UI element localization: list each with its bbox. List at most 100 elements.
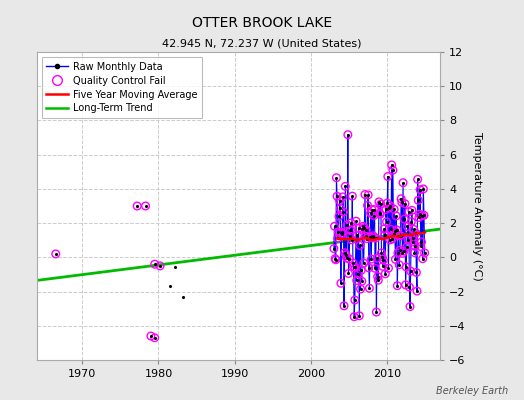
Point bbox=[349, 260, 357, 266]
Point bbox=[381, 270, 389, 277]
Point bbox=[390, 228, 399, 234]
Point bbox=[407, 268, 415, 274]
Point bbox=[413, 176, 422, 182]
Point bbox=[377, 201, 385, 207]
Point bbox=[407, 268, 415, 274]
Point bbox=[413, 288, 421, 294]
Point bbox=[350, 264, 358, 270]
Point bbox=[338, 230, 346, 237]
Point bbox=[397, 196, 406, 202]
Point bbox=[150, 334, 159, 341]
Point bbox=[397, 196, 406, 202]
Point bbox=[344, 132, 352, 138]
Point bbox=[387, 226, 395, 232]
Point bbox=[336, 205, 344, 212]
Point bbox=[330, 223, 339, 230]
Point bbox=[363, 202, 372, 209]
Point bbox=[402, 264, 410, 270]
Point bbox=[348, 193, 356, 199]
Point bbox=[335, 213, 343, 220]
Point bbox=[355, 312, 364, 319]
Point bbox=[349, 260, 357, 266]
Point bbox=[330, 223, 339, 230]
Point bbox=[394, 250, 402, 256]
Point bbox=[394, 250, 402, 256]
Point bbox=[337, 280, 345, 286]
Point bbox=[371, 265, 379, 272]
Point bbox=[347, 220, 355, 226]
Point bbox=[373, 255, 381, 262]
Point bbox=[375, 199, 383, 205]
Point bbox=[369, 233, 377, 239]
Point bbox=[352, 218, 361, 224]
Point bbox=[156, 263, 164, 269]
Point bbox=[353, 277, 361, 284]
Point bbox=[347, 237, 356, 243]
Y-axis label: Temperature Anomaly (°C): Temperature Anomaly (°C) bbox=[472, 132, 483, 280]
Point bbox=[351, 297, 359, 303]
Point bbox=[330, 245, 338, 252]
Point bbox=[357, 267, 365, 274]
Point bbox=[147, 333, 155, 339]
Point bbox=[380, 231, 389, 238]
Point bbox=[338, 230, 346, 237]
Point bbox=[357, 278, 366, 284]
Point bbox=[368, 235, 377, 241]
Point bbox=[332, 256, 340, 263]
Point bbox=[363, 235, 371, 242]
Point bbox=[359, 260, 368, 266]
Point bbox=[395, 262, 403, 268]
Point bbox=[375, 210, 384, 216]
Point bbox=[351, 297, 359, 303]
Point bbox=[346, 227, 355, 234]
Point bbox=[401, 282, 410, 288]
Point bbox=[417, 243, 425, 250]
Point bbox=[365, 285, 374, 292]
Point bbox=[418, 212, 426, 219]
Point bbox=[373, 255, 381, 262]
Point bbox=[420, 250, 429, 256]
Point bbox=[383, 219, 391, 225]
Point bbox=[399, 248, 408, 254]
Point bbox=[339, 209, 347, 215]
Point bbox=[402, 244, 411, 250]
Point bbox=[335, 213, 343, 220]
Point bbox=[361, 191, 369, 198]
Point bbox=[368, 206, 376, 213]
Point bbox=[410, 226, 418, 233]
Point bbox=[402, 244, 411, 250]
Point bbox=[393, 282, 401, 289]
Point bbox=[156, 263, 164, 269]
Point bbox=[412, 269, 421, 276]
Point bbox=[362, 233, 370, 239]
Point bbox=[345, 256, 353, 262]
Point bbox=[330, 245, 338, 252]
Point bbox=[419, 256, 427, 262]
Point bbox=[361, 191, 369, 198]
Point bbox=[379, 257, 388, 263]
Point bbox=[341, 250, 349, 256]
Point bbox=[411, 230, 420, 236]
Point bbox=[419, 186, 428, 192]
Point bbox=[362, 227, 370, 234]
Point bbox=[352, 218, 361, 224]
Point bbox=[374, 277, 383, 284]
Text: OTTER BROOK LAKE: OTTER BROOK LAKE bbox=[192, 16, 332, 30]
Point bbox=[341, 250, 349, 256]
Point bbox=[345, 233, 354, 239]
Point bbox=[357, 267, 365, 274]
Point bbox=[403, 223, 412, 230]
Point bbox=[384, 265, 392, 271]
Point bbox=[375, 199, 383, 205]
Point bbox=[351, 264, 359, 271]
Point bbox=[383, 200, 391, 206]
Point bbox=[410, 249, 419, 256]
Point bbox=[360, 224, 368, 231]
Point bbox=[371, 265, 379, 272]
Point bbox=[416, 211, 424, 218]
Point bbox=[336, 205, 344, 212]
Point bbox=[363, 202, 372, 209]
Point bbox=[364, 192, 373, 198]
Point bbox=[389, 231, 398, 238]
Point bbox=[378, 263, 387, 270]
